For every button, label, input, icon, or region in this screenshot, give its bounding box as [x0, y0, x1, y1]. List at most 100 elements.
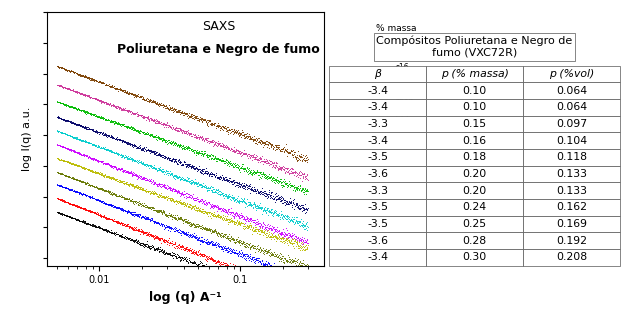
Point — [185, 114, 195, 119]
Point — [300, 188, 310, 193]
Point — [75, 73, 85, 78]
Point — [200, 136, 210, 141]
Point — [141, 178, 151, 183]
Point — [116, 87, 126, 92]
Point — [200, 226, 210, 231]
Point — [65, 133, 75, 138]
Point — [232, 128, 242, 133]
Point — [277, 231, 287, 236]
Point — [299, 191, 309, 196]
Point — [113, 151, 123, 156]
Point — [98, 99, 108, 104]
Point — [298, 301, 308, 306]
Point — [91, 223, 101, 228]
Point — [169, 225, 179, 230]
Point — [217, 158, 227, 163]
X-axis label: log (q) A⁻¹: log (q) A⁻¹ — [149, 291, 222, 304]
Point — [193, 118, 203, 123]
Point — [53, 157, 63, 162]
Point — [292, 273, 302, 278]
Point — [188, 179, 198, 184]
Point — [255, 245, 265, 250]
Point — [95, 98, 105, 103]
Point — [179, 159, 189, 164]
Point — [172, 253, 182, 258]
Point — [85, 222, 95, 226]
Point — [121, 235, 131, 239]
Point — [198, 201, 208, 206]
Point — [109, 84, 119, 89]
Point — [86, 168, 96, 173]
Point — [254, 277, 264, 282]
Point — [209, 122, 219, 127]
Point — [165, 241, 175, 246]
Point — [282, 228, 292, 233]
Point — [118, 123, 128, 128]
Point — [161, 212, 171, 217]
Point — [199, 209, 209, 214]
Point — [61, 102, 71, 107]
Point — [279, 217, 289, 222]
Point — [149, 118, 159, 123]
Point — [283, 300, 293, 305]
Point — [171, 255, 181, 260]
Point — [176, 110, 186, 115]
Point — [251, 258, 261, 263]
Point — [79, 91, 89, 96]
Point — [182, 194, 192, 199]
Point — [251, 282, 261, 287]
Point — [153, 183, 163, 188]
Point — [143, 189, 153, 194]
Point — [278, 146, 288, 150]
Point — [156, 240, 167, 245]
Point — [168, 141, 178, 146]
Point — [217, 205, 227, 210]
Point — [233, 200, 243, 205]
Point — [95, 224, 105, 229]
Point — [242, 225, 252, 230]
Point — [270, 285, 280, 290]
Point — [178, 256, 188, 261]
Point — [254, 223, 264, 228]
Point — [67, 201, 77, 206]
Point — [96, 80, 106, 85]
Point — [136, 129, 146, 134]
Point — [294, 277, 304, 281]
Point — [285, 167, 295, 172]
Point — [198, 166, 208, 171]
Point — [160, 224, 170, 229]
Point — [292, 202, 302, 207]
Point — [271, 238, 281, 243]
Point — [270, 267, 280, 272]
Point — [246, 169, 256, 174]
Point — [120, 196, 130, 201]
Point — [96, 172, 106, 177]
Point — [225, 159, 235, 164]
Point — [89, 170, 99, 175]
Point — [279, 144, 289, 149]
Point — [67, 161, 77, 166]
Point — [242, 216, 252, 221]
Point — [191, 114, 201, 119]
Point — [262, 159, 272, 163]
Point — [193, 224, 203, 229]
Point — [64, 147, 74, 152]
Point — [270, 192, 280, 197]
Point — [194, 261, 204, 266]
Point — [99, 227, 109, 232]
Point — [98, 80, 108, 85]
Point — [188, 260, 198, 265]
Point — [291, 218, 301, 223]
Point — [80, 125, 90, 129]
Point — [121, 181, 131, 186]
Point — [207, 268, 217, 273]
Point — [185, 163, 195, 168]
Point — [232, 239, 242, 243]
Point — [156, 136, 167, 141]
Point — [205, 184, 215, 189]
Point — [115, 87, 125, 92]
Point — [93, 159, 103, 163]
Point — [59, 158, 69, 163]
Point — [217, 261, 227, 266]
Point — [243, 167, 253, 172]
